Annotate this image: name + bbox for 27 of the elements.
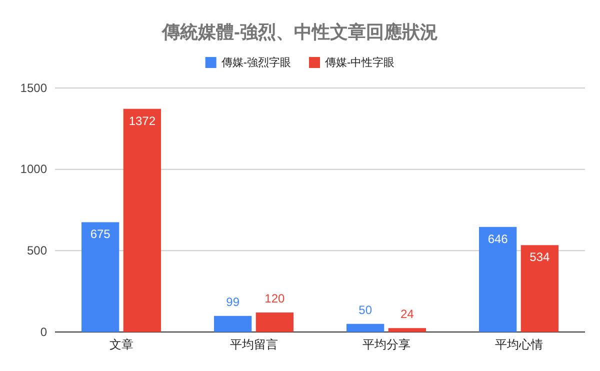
bar <box>388 328 426 332</box>
x-tick-label: 平均留言 <box>230 338 278 352</box>
data-label: 646 <box>488 232 508 246</box>
x-tick-label: 文章 <box>109 338 134 352</box>
data-label: 50 <box>358 302 372 317</box>
chart-title: 傳統媒體-強烈、中性文章回應狀況 <box>161 22 438 42</box>
data-label: 675 <box>90 227 111 242</box>
y-tick-label: 0 <box>40 324 48 339</box>
data-label: 534 <box>530 250 550 264</box>
bar <box>479 226 517 332</box>
bar <box>123 108 161 332</box>
legend-label: 傳媒-中性字眼 <box>325 56 395 69</box>
data-label: 120 <box>264 291 286 306</box>
legend-label: 傳媒-強烈字眼 <box>221 56 291 69</box>
bar <box>346 324 384 332</box>
y-tick-label: 1500 <box>20 80 48 95</box>
x-tick-label: 平均分享 <box>362 338 410 352</box>
data-label: 24 <box>400 307 414 322</box>
bar <box>520 245 558 332</box>
y-tick-label: 1000 <box>20 162 48 176</box>
data-label: 99 <box>226 294 240 309</box>
bar <box>214 316 252 332</box>
x-tick-label: 平均心情 <box>494 338 543 352</box>
y-tick-label: 500 <box>26 244 48 258</box>
bar <box>82 222 120 332</box>
bar <box>256 312 294 332</box>
data-label: 1372 <box>128 114 156 128</box>
